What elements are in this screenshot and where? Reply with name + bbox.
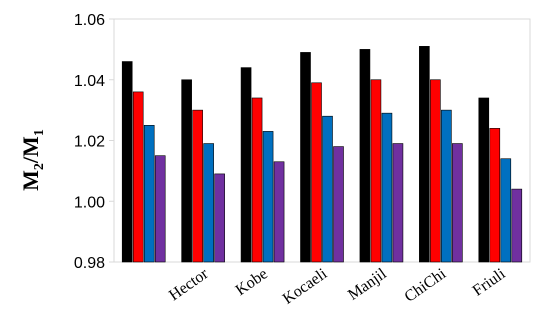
- bar-2-series-4: [214, 173, 225, 263]
- bar-1-series-3: [143, 125, 155, 263]
- bar-4-series-2: [311, 82, 322, 263]
- x-category-label: Kocaeli: [280, 265, 331, 308]
- bar-6-series-3: [441, 109, 452, 263]
- x-category-label: Friuli: [470, 265, 509, 300]
- bar-7-series-3: [500, 158, 512, 263]
- y-tick-label: 1.02: [74, 134, 105, 151]
- bar-2-series-3: [203, 143, 214, 263]
- bar-5-series-3: [381, 112, 393, 263]
- plot-area: [113, 18, 531, 263]
- y-axis-ticks: 0.98 1.00 1.02 1.04 1.06: [74, 12, 114, 272]
- bar-1-series-2: [132, 91, 144, 263]
- bar-3-series-2: [251, 97, 263, 263]
- bar-7-series-4: [511, 188, 523, 263]
- bar-3-series-4: [273, 161, 285, 263]
- bar-1-series-1: [121, 61, 133, 263]
- bar-5-series-1: [359, 49, 371, 263]
- bar-4-series-1: [300, 52, 311, 263]
- bar-1-series-4: [154, 155, 166, 263]
- y-tick-label: 1.00: [74, 194, 105, 211]
- x-category-label: Kobe: [233, 265, 271, 299]
- y-tick-label: 1.06: [74, 12, 105, 29]
- x-category-label: ChiChi: [402, 265, 450, 306]
- y-axis-title: M2/M1: [18, 129, 47, 191]
- bar-3-series-3: [262, 131, 274, 263]
- bar-7-series-2: [489, 128, 501, 263]
- x-category-label: Manjil: [345, 265, 390, 304]
- bar-5-series-2: [370, 79, 382, 263]
- x-category-label: Hector: [166, 265, 212, 304]
- bar-2-series-1: [181, 79, 192, 263]
- bar-5-series-4: [392, 143, 404, 263]
- bar-6-series-2: [430, 79, 441, 263]
- bar-6-series-4: [452, 143, 463, 263]
- bar-6-series-1: [419, 46, 430, 263]
- x-axis-categories: Hector Kobe Kocaeli Manjil ChiChi Friuli: [166, 265, 509, 308]
- bar-4-series-3: [322, 115, 333, 263]
- bar-7-series-1: [478, 97, 490, 263]
- bars: [121, 46, 523, 263]
- y-tick-label: 0.98: [74, 255, 105, 272]
- y-tick-label: 1.04: [74, 73, 105, 90]
- bar-4-series-4: [333, 146, 344, 263]
- bar-3-series-1: [240, 67, 252, 263]
- bar-2-series-2: [192, 109, 203, 263]
